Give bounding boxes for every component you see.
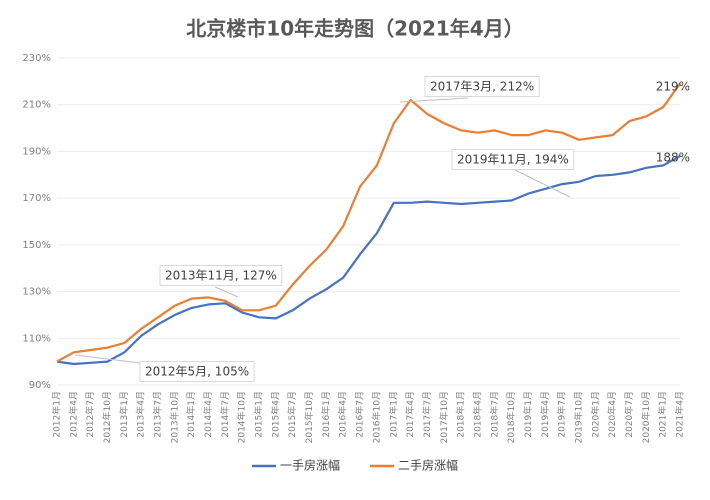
y-tick-label: 170%	[22, 193, 51, 204]
annotation: 2012年5月, 105%	[145, 365, 249, 379]
x-tick-label: 2013年1月	[118, 391, 130, 438]
y-tick-label: 110%	[22, 333, 51, 344]
x-tick-label: 2017年4月	[404, 391, 416, 438]
x-tick-label: 2013年10月	[168, 391, 180, 443]
x-tick-label: 2021年4月	[674, 391, 686, 438]
x-tick-label: 2012年4月	[67, 391, 79, 438]
y-tick-label: 230%	[22, 53, 51, 64]
x-tick-label: 2020年10月	[640, 391, 652, 443]
chart-title: 北京楼市10年走势图（2021年4月）	[186, 17, 523, 41]
x-tick-label: 2015年10月	[303, 391, 315, 443]
x-tick-label: 2013年4月	[135, 391, 147, 438]
annotation-leader	[399, 97, 469, 103]
x-tick-label: 2016年10月	[370, 391, 382, 443]
annotation-box	[424, 76, 540, 97]
x-tick-label: 2018年4月	[471, 391, 483, 438]
x-tick-label: 2017年1月	[387, 391, 399, 438]
y-tick-label: 150%	[22, 240, 51, 251]
x-tick-label: 2013年7月	[152, 391, 164, 438]
series-line	[56, 83, 681, 363]
x-tick-label: 2015年4月	[269, 391, 281, 438]
annotation-leader	[214, 286, 239, 298]
x-tick-label: 2017年7月	[421, 391, 433, 438]
annotation: 2019年11月, 194%	[457, 153, 569, 167]
annotation: 188%	[656, 151, 690, 165]
legend-label: 一手房涨幅	[280, 458, 340, 473]
x-tick-label: 2015年1月	[253, 391, 265, 438]
x-tick-label: 2020年7月	[623, 391, 635, 438]
annotation: 2013年11月, 127%	[165, 269, 277, 283]
x-tick-label: 2016年4月	[337, 391, 349, 438]
x-tick-label: 2015年7月	[286, 391, 298, 438]
x-tick-label: 2018年1月	[455, 391, 467, 438]
annotation: 219%	[656, 80, 690, 94]
x-tick-label: 2012年7月	[84, 391, 96, 438]
x-tick-label: 2021年1月	[657, 391, 669, 438]
x-tick-label: 2019年1月	[522, 391, 534, 438]
annotation-leader	[74, 354, 141, 364]
series-line	[56, 155, 681, 366]
annotation: 2017年3月, 212%	[430, 80, 534, 94]
x-tick-label: 2018年7月	[488, 391, 500, 438]
x-tick-label: 2019年4月	[539, 391, 551, 438]
y-tick-label: 90%	[29, 380, 51, 391]
legend-label: 二手房涨幅	[398, 458, 458, 473]
x-tick-label: 2014年10月	[236, 391, 248, 443]
x-tick-label: 2014年7月	[219, 391, 231, 438]
y-tick-label: 130%	[22, 287, 51, 298]
x-tick-label: 2012年1月	[51, 391, 63, 438]
x-tick-label: 2016年1月	[320, 391, 332, 438]
annotation-box	[139, 361, 255, 382]
x-tick-label: 2014年4月	[202, 391, 214, 438]
y-tick-label: 190%	[22, 146, 51, 157]
annotation-box	[451, 149, 575, 170]
x-tick-label: 2017年10月	[438, 391, 450, 443]
x-tick-label: 2020年1月	[589, 391, 601, 438]
y-tick-label: 210%	[22, 100, 51, 111]
x-tick-label: 2014年1月	[185, 391, 197, 438]
annotation-box	[159, 265, 283, 286]
x-tick-label: 2012年10月	[101, 391, 113, 443]
x-tick-label: 2019年7月	[556, 391, 568, 438]
annotation-leader	[514, 169, 571, 198]
x-tick-label: 2016年7月	[354, 391, 366, 438]
x-tick-label: 2019年10月	[572, 391, 584, 443]
x-tick-label: 2018年10月	[505, 391, 517, 443]
x-tick-label: 2020年4月	[606, 391, 618, 438]
